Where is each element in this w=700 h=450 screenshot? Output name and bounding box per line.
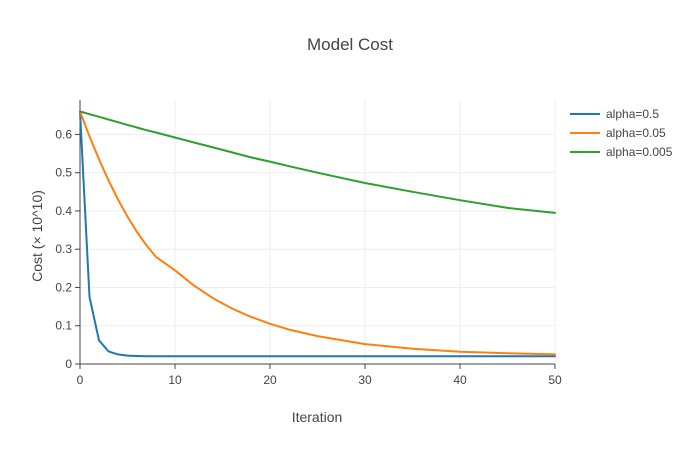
y-tick-label: 0.6 [55, 127, 72, 141]
legend-item[interactable]: alpha=0.5 [570, 107, 659, 121]
x-tick-label: 10 [168, 373, 182, 387]
x-tick-label: 40 [453, 373, 467, 387]
y-axis-title: Cost (× 10^10) [29, 190, 45, 282]
y-tick-label: 0.1 [55, 319, 72, 333]
x-tick-label: 30 [358, 373, 372, 387]
series-line-alpha=0.05 [79, 110, 556, 356]
legend-item[interactable]: alpha=0.005 [570, 145, 673, 159]
y-tick-label: 0.4 [55, 204, 72, 218]
chart-title: Model Cost [307, 35, 393, 54]
y-tick-label: 0 [65, 357, 72, 371]
x-tick-label: 0 [77, 373, 84, 387]
legend-label: alpha=0.005 [606, 145, 673, 159]
y-tick-label: 0.2 [55, 280, 72, 294]
y-tick-label: 0.5 [55, 166, 72, 180]
legend[interactable]: alpha=0.5 alpha=0.05 alpha=0.005 [570, 107, 673, 159]
series-lines [79, 110, 556, 358]
y-tick-label: 0.3 [55, 242, 72, 256]
x-tick-label: 20 [263, 373, 277, 387]
tick-labels: 0 10 20 30 40 50 0 0.1 0.2 0.3 0.4 0.5 0.6 [55, 127, 562, 387]
legend-label: alpha=0.5 [606, 107, 659, 121]
x-axis-title: Iteration [292, 409, 343, 425]
series-line-alpha=0.5 [79, 110, 556, 358]
series-line-alpha=0.005 [79, 110, 556, 214]
x-tick-label: 50 [548, 373, 562, 387]
legend-item[interactable]: alpha=0.05 [570, 126, 666, 140]
axes [75, 100, 556, 369]
legend-label: alpha=0.05 [606, 126, 666, 140]
grid [80, 100, 556, 364]
